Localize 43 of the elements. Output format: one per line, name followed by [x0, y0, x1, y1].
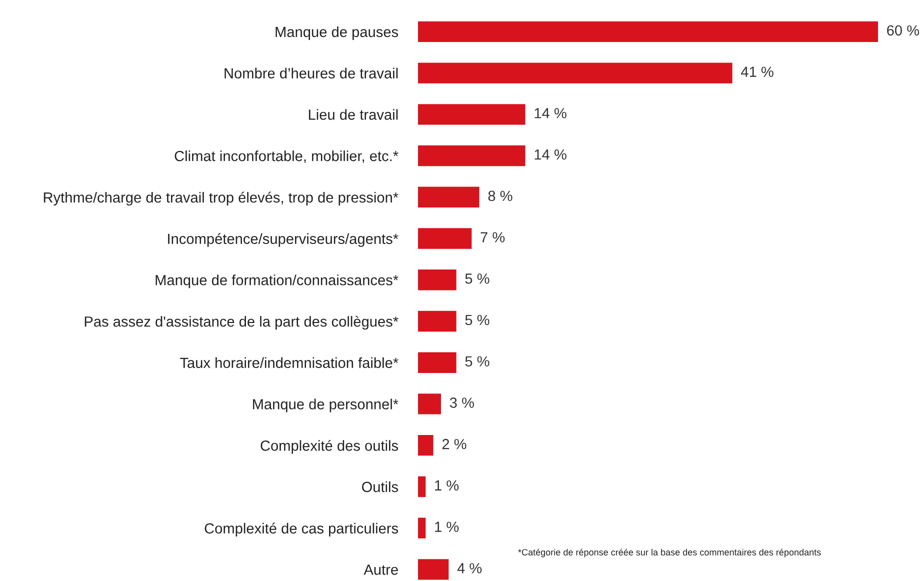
- bar: [418, 145, 526, 166]
- bar: [418, 394, 441, 414]
- y-tick-label: Pas assez d'assistance de la part des collègues*: [84, 316, 398, 330]
- y-tick-label: Manque de personnel*: [253, 398, 398, 412]
- data-label: 14 %: [534, 108, 566, 118]
- y-tick-label: Manque de formation/connaissances*: [156, 274, 398, 288]
- bar: [418, 104, 526, 125]
- bar: [418, 476, 426, 498]
- y-tick-label: Climat inconfortable, mobilier, etc.*: [174, 150, 398, 163]
- bar: [418, 21, 878, 42]
- y-tick-label: Nombre d’heures de travail: [224, 68, 398, 78]
- y-tick-label: Autre: [364, 564, 398, 575]
- data-label: 2 %: [442, 438, 466, 450]
- y-tick-label: Rythme/charge de travail trop élevés, trop de pression*: [44, 192, 398, 206]
- bar: [418, 434, 434, 456]
- data-label: 8 %: [488, 190, 512, 202]
- annotation: *Catégorie de réponse créée sur la base des commentaires des répondants: [518, 548, 821, 558]
- data-label: 7 %: [480, 232, 505, 242]
- data-label: 5 %: [465, 274, 490, 284]
- y-tick-label: Complexité des outils: [260, 440, 398, 454]
- bar: [418, 518, 426, 538]
- bar: [418, 310, 456, 332]
- y-tick-label: Outils: [362, 481, 398, 492]
- bar: [418, 186, 480, 208]
- data-label: 3 %: [450, 398, 474, 408]
- data-label: 14 %: [534, 149, 566, 160]
- y-tick-label: Complexité de cas particuliers: [204, 522, 398, 536]
- bar: [418, 270, 456, 290]
- data-label: 60 %: [887, 25, 920, 36]
- data-label: 5 %: [465, 356, 490, 367]
- data-label: 5 %: [465, 314, 490, 326]
- y-tick-label: Incompétence/superviseurs/agents*: [168, 233, 398, 247]
- bar: [418, 559, 449, 580]
- data-label: 1 %: [435, 480, 459, 491]
- y-tick-label: Manque de pauses: [276, 26, 398, 40]
- data-label: 41 %: [741, 66, 774, 77]
- bar: [418, 228, 472, 249]
- bar: [418, 352, 456, 373]
- y-tick-label: Lieu de travail: [308, 109, 398, 120]
- y-tick-label: Taux horaire/indemnisation faible*: [180, 357, 398, 368]
- data-label: 1 %: [435, 522, 459, 532]
- data-label: 4 %: [457, 563, 482, 574]
- bar: [418, 62, 732, 84]
